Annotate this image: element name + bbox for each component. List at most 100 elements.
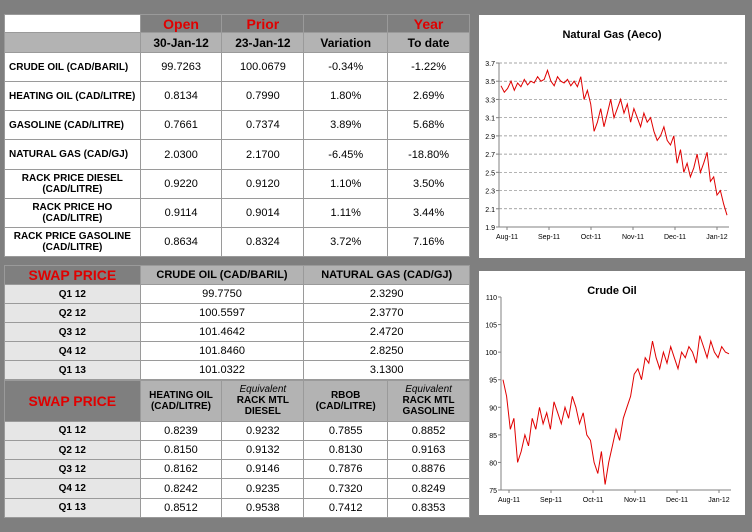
variation-label: Variation bbox=[303, 32, 389, 54]
gasoline-swap-value: 0.8876 bbox=[387, 459, 470, 480]
swap-heating-oil-header: HEATING OIL (CAD/LITRE) bbox=[139, 380, 223, 422]
open-value: 0.8134 bbox=[139, 81, 223, 112]
open-value: 0.9220 bbox=[139, 168, 223, 199]
x-tick-label: Aug-11 bbox=[498, 497, 520, 504]
swap-price-title-1: SWAP PRICE bbox=[4, 265, 141, 285]
variation-value: 1.10% bbox=[303, 168, 389, 199]
price-table-panel: Open Prior Year 30-Jan-12 23-Jan-12 Vari… bbox=[4, 13, 470, 258]
gasoline-swap-value: 0.8249 bbox=[387, 478, 470, 499]
heating-oil-swap-value: 0.8239 bbox=[139, 420, 223, 441]
equivalent-label: Equivalent bbox=[239, 384, 287, 396]
gasoline-swap-value: 0.9163 bbox=[387, 439, 470, 461]
gas-swap-value: 2.3770 bbox=[303, 303, 470, 323]
equivalent-label: Equivalent bbox=[405, 384, 452, 396]
x-tick-label: Sep-11 bbox=[540, 497, 562, 504]
table-row: Q1 13 0.8512 0.9538 0.7412 0.8353 bbox=[4, 497, 470, 519]
gas-swap-value: 2.8250 bbox=[303, 341, 470, 361]
swap-table-1: SWAP PRICE CRUDE OIL (CAD/BARIL) NATURAL… bbox=[4, 265, 470, 380]
gasoline-swap-value: 0.8353 bbox=[387, 497, 470, 519]
variation-header-blank bbox=[303, 13, 389, 34]
crude-swap-value: 101.8460 bbox=[139, 341, 305, 361]
table-row: Q4 12 0.8242 0.9235 0.7320 0.8249 bbox=[4, 478, 470, 499]
x-tick-label: Dec-11 bbox=[666, 497, 688, 504]
y-tick-label: 3.5 bbox=[485, 79, 495, 86]
quarter-label: Q4 12 bbox=[4, 478, 141, 499]
swap-table-1-panel: SWAP PRICE CRUDE OIL (CAD/BARIL) NATURAL… bbox=[4, 265, 470, 380]
price-series-line bbox=[500, 68, 728, 216]
x-tick-label: Sep-11 bbox=[538, 234, 560, 241]
quarter-label: Q1 13 bbox=[4, 497, 141, 519]
x-tick-label: Jan-12 bbox=[708, 497, 730, 504]
prior-value: 0.9120 bbox=[221, 168, 305, 199]
gas-swap-value: 3.1300 bbox=[303, 360, 470, 380]
corner-cell-2 bbox=[4, 32, 141, 54]
year-to-date-value: 3.50% bbox=[387, 168, 470, 199]
swap-table-2-panel: SWAP PRICE HEATING OIL (CAD/LITRE) Equiv… bbox=[4, 380, 470, 519]
open-header: Open bbox=[139, 13, 223, 34]
swap-gasoline-header: Equivalent RACK MTL GASOLINE bbox=[387, 380, 470, 422]
y-tick-label: 90 bbox=[489, 405, 497, 412]
y-tick-label: 110 bbox=[486, 295, 497, 302]
year-to-date-value: 2.69% bbox=[387, 81, 470, 112]
prior-header: Prior bbox=[221, 13, 305, 34]
swap-diesel-header: Equivalent RACK MTL DIESEL bbox=[221, 380, 305, 422]
variation-value: 3.72% bbox=[303, 226, 389, 258]
prior-value: 0.8324 bbox=[221, 226, 305, 258]
price-series-line bbox=[502, 335, 730, 485]
table-row: Q1 12 0.8239 0.9232 0.7855 0.8852 bbox=[4, 420, 470, 441]
y-tick-label: 2.5 bbox=[485, 170, 495, 177]
table-row: CRUDE OIL (CAD/BARIL) 99.7263 100.0679 -0.3… bbox=[4, 52, 470, 83]
variation-value: -0.34% bbox=[303, 52, 389, 83]
table-row: Q2 12 0.8150 0.9132 0.8130 0.9163 bbox=[4, 439, 470, 461]
quarter-label: Q1 12 bbox=[4, 284, 141, 304]
crude-oil-chart: Crude Oil 75 80 85 90 95 100 105 110 Aug-11 Sep-1… bbox=[478, 270, 746, 516]
swap-crude-header: CRUDE OIL (CAD/BARIL) bbox=[139, 265, 305, 285]
open-value: 99.7263 bbox=[139, 52, 223, 83]
diesel-swap-value: 0.9146 bbox=[221, 459, 305, 480]
crude-swap-value: 100.5597 bbox=[139, 303, 305, 323]
table-row: RACK PRICE GASOLINE (CAD/LITRE) 0.8634 0.8… bbox=[4, 226, 470, 258]
diesel-swap-value: 0.9538 bbox=[221, 497, 305, 519]
heating-oil-swap-value: 0.8242 bbox=[139, 478, 223, 499]
diesel-swap-value: 0.9232 bbox=[221, 420, 305, 441]
gasoline-label: RACK MTL GASOLINE bbox=[402, 395, 455, 418]
to-date-label: To date bbox=[387, 32, 470, 54]
rbob-swap-value: 0.7320 bbox=[303, 478, 389, 499]
crude-oil-chart-svg: 75 80 85 90 95 100 105 110 Aug-11 Sep-11 Oct-11 Nov… bbox=[485, 295, 731, 504]
y-tick-label: 2.7 bbox=[485, 152, 495, 159]
quarter-label: Q3 12 bbox=[4, 459, 141, 480]
prior-value: 0.7374 bbox=[221, 110, 305, 141]
y-tick-label: 100 bbox=[485, 350, 497, 357]
row-label: CRUDE OIL (CAD/BARIL) bbox=[4, 52, 141, 83]
natural-gas-chart: Natural Gas (Aeco) 1.9 2.1 2.3 2.5 2.7 2.9 3.1… bbox=[478, 14, 746, 259]
row-label: RACK PRICE GASOLINE (CAD/LITRE) bbox=[4, 226, 141, 258]
gas-swap-value: 2.3290 bbox=[303, 284, 470, 304]
y-tick-label: 3.1 bbox=[485, 116, 495, 123]
chart-title: Natural Gas (Aeco) bbox=[562, 29, 662, 41]
quarter-label: Q2 12 bbox=[4, 439, 141, 461]
y-tick-label: 105 bbox=[485, 323, 497, 330]
prior-value: 0.9014 bbox=[221, 197, 305, 228]
open-value: 0.9114 bbox=[139, 197, 223, 228]
y-tick-label: 3.3 bbox=[485, 97, 495, 104]
table-row: RACK PRICE DIESEL (CAD/LITRE) 0.9220 0.912… bbox=[4, 168, 470, 199]
quarter-label: Q3 12 bbox=[4, 322, 141, 342]
variation-value: 3.89% bbox=[303, 110, 389, 141]
prior-value: 0.7990 bbox=[221, 81, 305, 112]
swap-gas-header: NATURAL GAS (CAD/GJ) bbox=[303, 265, 470, 285]
y-tick-label: 80 bbox=[489, 460, 497, 467]
swap-table-2: SWAP PRICE HEATING OIL (CAD/LITRE) Equiv… bbox=[4, 380, 470, 519]
diesel-swap-value: 0.9235 bbox=[221, 478, 305, 499]
heating-oil-swap-value: 0.8162 bbox=[139, 459, 223, 480]
table-row: Q2 12 100.5597 2.3770 bbox=[4, 303, 470, 323]
chart-title: Crude Oil bbox=[587, 285, 637, 297]
table-row: Q1 12 99.7750 2.3290 bbox=[4, 284, 470, 304]
quarter-label: Q1 12 bbox=[4, 420, 141, 441]
table-row: RACK PRICE HO (CAD/LITRE) 0.9114 0.9014 1.1… bbox=[4, 197, 470, 228]
y-tick-label: 3.7 bbox=[485, 61, 495, 68]
quarter-label: Q1 13 bbox=[4, 360, 141, 380]
y-tick-label: 2.9 bbox=[485, 134, 495, 141]
year-to-date-value: -18.80% bbox=[387, 139, 470, 170]
prior-value: 100.0679 bbox=[221, 52, 305, 83]
open-date: 30-Jan-12 bbox=[139, 32, 223, 54]
